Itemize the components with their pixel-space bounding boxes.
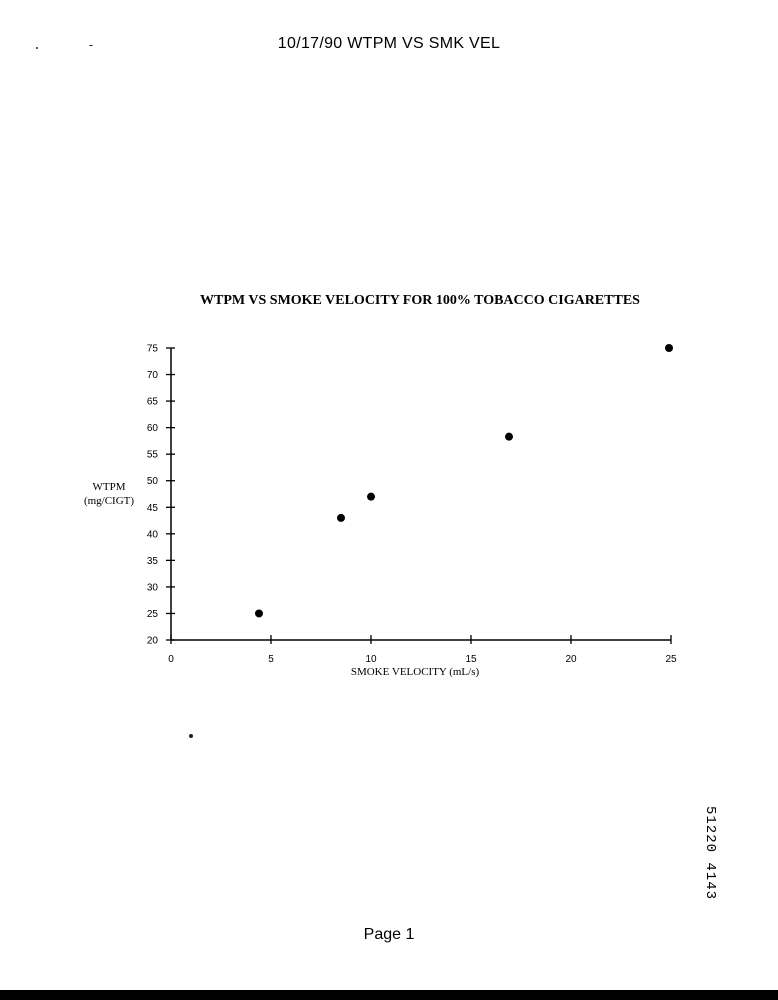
chart-title: WTPM VS SMOKE VELOCITY FOR 100% TOBACCO … — [200, 293, 640, 308]
ticks: 20 25 30 35 40 45 50 55 60 65 70 75 0 5 10 15 20 25 — [147, 344, 677, 666]
scan-speck — [36, 47, 38, 49]
data-point — [665, 344, 673, 352]
y-tick-label: 45 — [147, 503, 159, 514]
scan-border-bottom — [0, 990, 778, 1000]
y-tick-label: 65 — [147, 397, 159, 408]
data-point — [505, 432, 513, 441]
scan-speck — [189, 734, 193, 738]
x-axis-label: SMOKE VELOCITY (mL/s) — [350, 666, 480, 678]
y-tick-label: 70 — [147, 370, 159, 381]
document-id: 51220 4143 — [702, 806, 718, 901]
x-tick-label: 0 — [168, 654, 174, 665]
x-tick-label: 20 — [565, 654, 577, 665]
x-tick-label: 25 — [665, 654, 677, 665]
y-tick-label: 50 — [147, 476, 159, 487]
data-point — [337, 513, 345, 522]
y-axis-label-line-2: (mg/CIGT) — [83, 495, 135, 507]
scan-speck — [89, 45, 93, 46]
data-point — [255, 609, 263, 618]
y-tick-label: 25 — [147, 609, 159, 620]
axes — [170, 348, 671, 641]
x-tick-label: 15 — [465, 654, 477, 665]
y-tick-label: 20 — [147, 636, 159, 647]
y-tick-label: 75 — [147, 344, 159, 355]
x-tick-label: 5 — [268, 654, 274, 665]
page-number: Page 1 — [363, 926, 415, 943]
y-tick-label: 30 — [147, 582, 159, 593]
data-point — [367, 492, 375, 501]
page-header-title: 10/17/90 WTPM VS SMK VEL — [277, 35, 501, 52]
x-tick-label: 10 — [365, 654, 377, 665]
y-tick-label: 35 — [147, 556, 159, 567]
y-axis-label-line-1: WTPM — [92, 481, 126, 493]
y-tick-label: 40 — [147, 529, 159, 540]
data-points — [255, 344, 673, 618]
y-axis-label: WTPM (mg/CIGT) — [74, 480, 144, 508]
y-tick-label: 55 — [147, 450, 159, 461]
y-tick-label: 60 — [147, 423, 159, 434]
